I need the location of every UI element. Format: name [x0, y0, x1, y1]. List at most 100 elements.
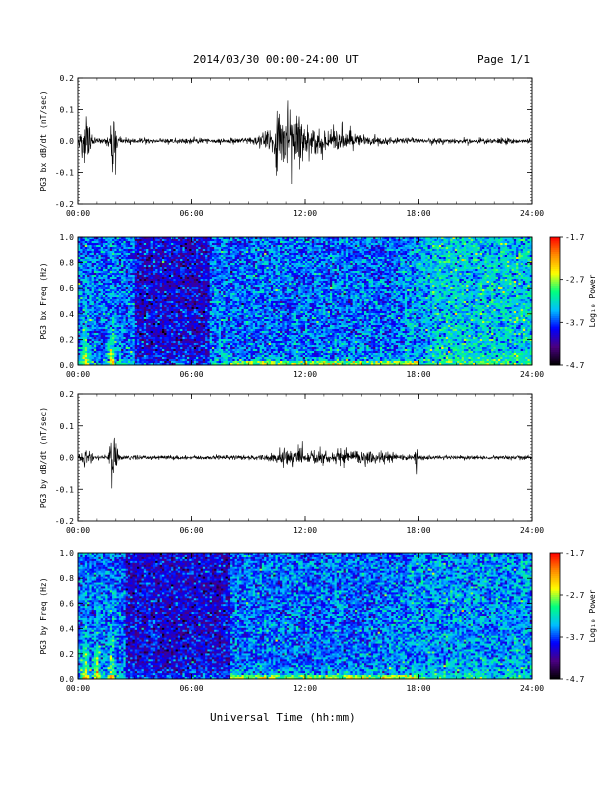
spectrogram-cell	[150, 305, 154, 308]
spectrogram-cell	[157, 331, 161, 334]
spectrogram-cell	[193, 327, 197, 330]
spectrogram-cell	[193, 351, 197, 354]
spectrogram-cell	[87, 337, 90, 340]
spectrogram-cell	[114, 313, 117, 316]
spectrogram-cell	[89, 281, 93, 284]
spectrogram-cell	[207, 319, 211, 322]
spectrogram-cell	[118, 237, 122, 240]
spectrogram-cell	[182, 349, 186, 352]
spectrogram-cell	[87, 263, 90, 266]
spectrogram-cell	[184, 341, 188, 344]
spectrogram-cell	[205, 335, 208, 338]
spectrogram-cell	[137, 299, 140, 302]
spectrogram-cell	[78, 297, 81, 300]
spectrogram-cell	[143, 287, 147, 290]
spectrogram-cell	[116, 315, 120, 318]
spectrogram-cell	[146, 265, 149, 268]
spectrogram-cell	[114, 245, 117, 248]
spectrogram-cell	[87, 273, 90, 276]
spectrogram-cell	[211, 239, 215, 242]
spectrogram-cell	[116, 281, 120, 284]
spectrogram-cell	[93, 323, 97, 326]
spectrogram-cell	[89, 329, 93, 332]
spectrogram-cell	[166, 285, 170, 288]
spectrogram-cell	[189, 257, 192, 260]
spectrogram-cell	[123, 349, 127, 352]
spectrogram-cell	[182, 323, 186, 326]
spectrogram-cell	[132, 297, 136, 300]
spectrogram-cell	[93, 267, 97, 270]
spectrogram-cell	[146, 237, 149, 240]
spectrogram-cell	[84, 317, 88, 320]
spectrogram-cell	[152, 243, 156, 246]
spectrogram-cell	[114, 311, 117, 314]
spectrogram-cell	[161, 329, 165, 332]
spectrogram-cell	[93, 237, 97, 240]
spectrogram-cell	[102, 311, 106, 314]
spectrogram-cell	[130, 283, 133, 286]
spectrogram-cell	[87, 363, 90, 366]
spectrogram-cell	[168, 335, 172, 338]
spectrogram-cell	[118, 315, 122, 318]
spectrogram-cell	[211, 353, 215, 356]
spectrogram-cell	[200, 311, 204, 314]
spectrogram-cell	[137, 239, 140, 242]
spectrogram-cell	[87, 259, 90, 262]
spectrogram-cell	[173, 263, 177, 266]
spectrogram-cell	[125, 287, 129, 290]
spectrogram-cell	[191, 325, 195, 328]
spectrogram-cell	[168, 337, 172, 340]
spectrogram-cell	[87, 267, 90, 270]
spectrogram-cell	[137, 287, 140, 290]
spectrogram-cell	[209, 349, 213, 352]
spectrogram-cell	[182, 247, 186, 250]
spectrogram-cell	[143, 337, 147, 340]
spectrogram-cell	[96, 349, 99, 352]
spectrogram-cell	[91, 347, 95, 350]
spectrogram-cell	[107, 341, 111, 344]
spectrogram-cell	[150, 351, 154, 354]
spectrogram-cell	[123, 363, 127, 366]
spectrogram-cell	[150, 315, 154, 318]
spectrogram-cell	[173, 353, 177, 356]
spectrogram-cell	[180, 261, 183, 264]
spectrogram-cell	[198, 295, 201, 298]
spectrogram-cell	[125, 277, 129, 280]
spectrogram-cell	[216, 243, 220, 246]
spectrogram-cell	[114, 249, 117, 252]
spectrogram-cell	[141, 283, 145, 286]
spectrogram-cell	[112, 313, 115, 316]
spectrogram-cell	[130, 257, 133, 260]
spectrogram-cell	[166, 321, 170, 324]
spectrogram-cell	[96, 359, 99, 362]
spectrogram-cell	[200, 363, 204, 366]
spectrogram-cell	[93, 347, 97, 350]
spectrogram-cell	[177, 297, 181, 300]
spectrogram-cell	[146, 327, 149, 330]
spectrogram-cell	[198, 311, 201, 314]
spectrogram-cell	[177, 333, 181, 336]
spectrogram-cell	[107, 293, 111, 296]
spectrogram-cell	[100, 271, 104, 274]
spectrogram-cell	[130, 295, 133, 298]
spectrogram-cell	[148, 309, 152, 312]
spectrogram-cell	[189, 269, 192, 272]
spectrogram-cell	[100, 309, 104, 312]
spectrogram-cell	[214, 313, 217, 316]
spectrogram-cell	[152, 303, 156, 306]
spectrogram-cell	[164, 333, 167, 336]
spectrogram-cell	[107, 313, 111, 316]
spectrogram-cell	[132, 301, 136, 304]
spectrogram-cell	[182, 249, 186, 252]
spectrogram-cell	[148, 237, 152, 240]
spectrogram-cell	[121, 293, 124, 296]
spectrogram-cell	[155, 319, 158, 322]
spectrogram-cell	[123, 245, 127, 248]
spectrogram-cell	[98, 269, 102, 272]
spectrogram-cell	[139, 349, 142, 352]
spectrogram-cell	[105, 323, 108, 326]
spectrogram-cell	[87, 291, 90, 294]
spectrogram-cell	[98, 257, 102, 260]
spectrogram-cell	[202, 253, 206, 256]
spectrogram-cell	[100, 321, 104, 324]
